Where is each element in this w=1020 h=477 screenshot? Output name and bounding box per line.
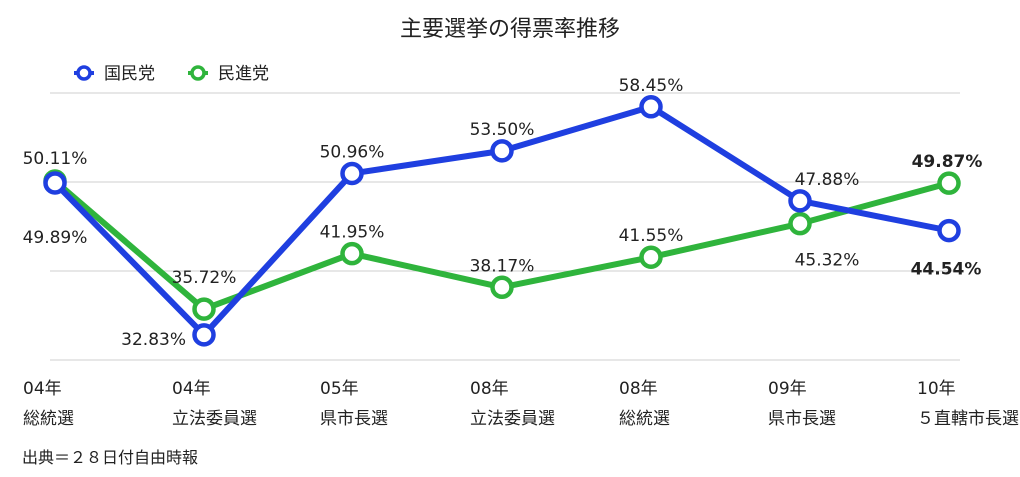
data-label-0-5: 47.88% bbox=[795, 170, 860, 190]
x-tick-election-5: 県市長選 bbox=[768, 409, 836, 429]
legend-marker-kmt bbox=[76, 65, 92, 81]
x-tick-election-1: 立法委員選 bbox=[172, 409, 257, 429]
legend-marker-dpp bbox=[190, 65, 206, 81]
data-label-0-1: 32.83% bbox=[121, 330, 186, 350]
point-0-1 bbox=[192, 323, 216, 347]
data-label-0-3: 53.50% bbox=[470, 120, 535, 140]
x-tick-year-1: 04年 bbox=[172, 379, 211, 399]
point-1-1 bbox=[192, 297, 216, 321]
point-1-3 bbox=[490, 275, 514, 300]
data-label-0-0: 49.89% bbox=[23, 228, 88, 248]
data-label-1-5: 45.32% bbox=[795, 251, 860, 271]
gridlines bbox=[50, 92, 960, 361]
x-tick-election-0: 総統選 bbox=[23, 409, 74, 429]
x-tick-election-4: 総統選 bbox=[619, 409, 670, 429]
data-label-1-4: 41.55% bbox=[619, 226, 684, 246]
x-tick-year-0: 04年 bbox=[23, 379, 62, 399]
series-layer bbox=[43, 95, 961, 347]
x-tick-election-3: 立法委員選 bbox=[470, 409, 555, 429]
x-tick-year-3: 08年 bbox=[470, 379, 509, 399]
x-tick-year-5: 09年 bbox=[768, 379, 807, 399]
point-0-4 bbox=[639, 95, 663, 119]
data-label-1-3: 38.17% bbox=[470, 256, 535, 276]
data-label-1-0: 50.11% bbox=[23, 149, 88, 169]
point-0-6 bbox=[937, 218, 961, 243]
point-1-4 bbox=[639, 245, 663, 269]
point-0-0 bbox=[43, 171, 67, 195]
x-tick-year-2: 05年 bbox=[320, 379, 359, 399]
point-0-2 bbox=[340, 161, 364, 186]
data-label-1-6: 49.87% bbox=[912, 152, 983, 172]
point-1-6 bbox=[937, 171, 961, 195]
data-labels: 49.89% 32.83% 50.96% 53.50% 58.45% 47.88% 44.5… bbox=[23, 76, 983, 350]
x-tick-year-4: 08年 bbox=[619, 379, 658, 399]
point-1-5 bbox=[788, 211, 812, 236]
data-label-0-2: 50.96% bbox=[320, 142, 385, 162]
chart-title: 主要選挙の得票率推移 bbox=[400, 17, 620, 42]
legend-label-dpp: 民進党 bbox=[218, 64, 269, 84]
data-label-1-1: 35.72% bbox=[172, 268, 237, 288]
x-tick-year-6: 10年 bbox=[917, 379, 956, 399]
legend: 国民党 民進党 bbox=[74, 64, 269, 84]
point-0-3 bbox=[490, 139, 514, 163]
x-tick-election-2: 県市長選 bbox=[320, 409, 388, 429]
legend-label-kmt: 国民党 bbox=[104, 64, 155, 84]
point-0-5 bbox=[788, 189, 812, 213]
data-label-0-4: 58.45% bbox=[619, 76, 684, 96]
data-label-1-2: 41.95% bbox=[320, 223, 385, 243]
x-tick-election-6: ５直轄市長選 bbox=[917, 409, 1019, 429]
data-label-0-6: 44.54% bbox=[911, 260, 982, 280]
chart-source: 出典＝２８日付自由時報 bbox=[22, 448, 198, 467]
point-1-2 bbox=[340, 241, 364, 266]
